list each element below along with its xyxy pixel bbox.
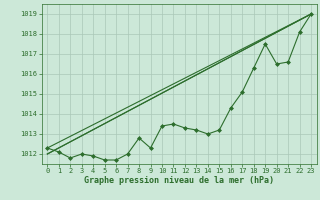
X-axis label: Graphe pression niveau de la mer (hPa): Graphe pression niveau de la mer (hPa)	[84, 176, 274, 185]
